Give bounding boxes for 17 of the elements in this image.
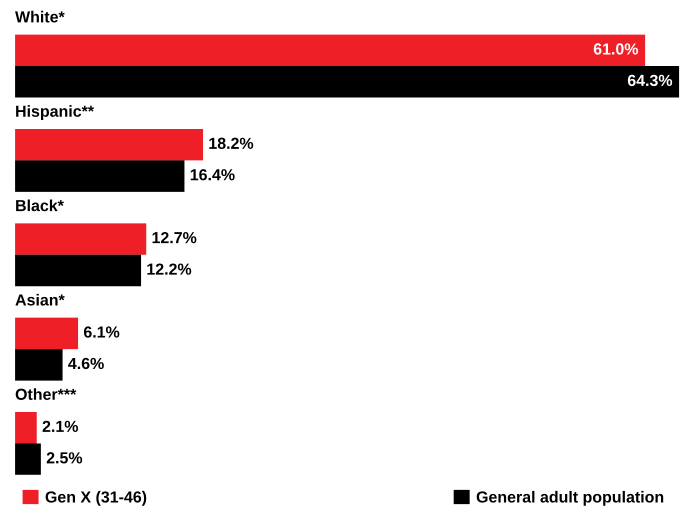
data-label: 12.7% <box>152 232 196 244</box>
y-tick-label: Other*** <box>16 388 76 400</box>
y-tick-label: Black* <box>16 200 64 212</box>
data-label: 16.4% <box>190 169 235 180</box>
data-label: 4.6% <box>68 358 104 370</box>
data-label: 64.3% <box>628 74 672 86</box>
y-tick-label: White* <box>15 10 65 23</box>
legend-label: General adult population <box>476 490 664 506</box>
data-label: 2.1% <box>42 420 78 432</box>
y-tick-label: Hispanic** <box>16 105 94 120</box>
data-label: 12.2% <box>147 263 192 275</box>
data-label: 6.1% <box>84 326 120 338</box>
data-label: 61.0% <box>594 43 638 55</box>
legend-label: Gen X (31-46) <box>46 490 146 506</box>
data-label: 2.5% <box>46 452 82 464</box>
y-tick-label: Asian* <box>15 294 65 306</box>
data-label: 18.2% <box>209 138 254 149</box>
